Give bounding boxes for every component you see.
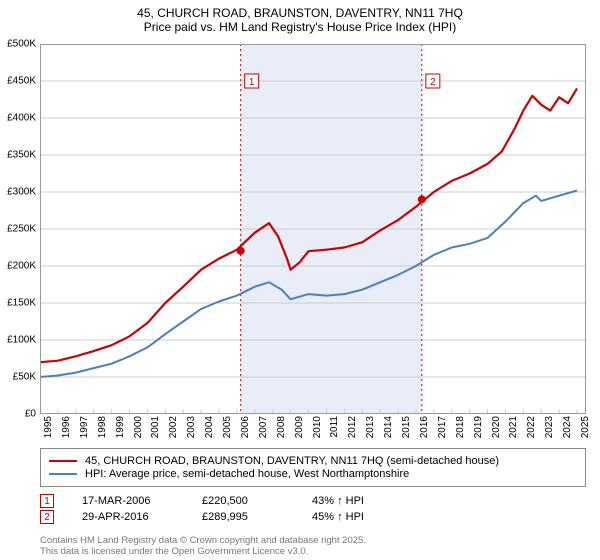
sale-marker-1: 1 [40,494,54,508]
y-tick-label: £100K [7,335,36,346]
x-tick-label: 2022 [526,416,537,438]
x-tick-label: 2023 [544,416,555,438]
x-tick-label: 2010 [312,416,323,438]
x-tick-label: 2016 [419,416,430,438]
x-tick-label: 2015 [401,416,412,438]
chart-container: 45, CHURCH ROAD, BRAUNSTON, DAVENTRY, NN… [0,0,600,560]
sales-table: 1 17-MAR-2006 £220,500 43% ↑ HPI 2 29-AP… [40,492,586,526]
chart-svg: 12 [40,44,586,414]
svg-text:1: 1 [249,77,255,88]
x-tick-label: 2014 [383,416,394,438]
x-tick-label: 2011 [329,416,340,438]
x-tick-label: 2019 [473,416,484,438]
y-tick-label: £50K [13,372,36,383]
x-tick-label: 1999 [115,416,126,438]
y-tick-label: £350K [7,150,36,161]
sale-row-2: 2 29-APR-2016 £289,995 45% ↑ HPI [40,510,586,524]
x-tick-label: 2020 [491,416,502,438]
legend-row-hpi: HPI: Average price, semi-detached house,… [49,468,577,480]
legend-row-price: 45, CHURCH ROAD, BRAUNSTON, DAVENTRY, NN… [49,455,577,467]
legend-label-hpi: HPI: Average price, semi-detached house,… [85,468,409,480]
x-tick-label: 2005 [222,416,233,438]
x-tick-label: 2003 [186,416,197,438]
x-tick-label: 2012 [347,416,358,438]
x-tick-label: 2009 [294,416,305,438]
x-tick-label: 2021 [508,416,519,438]
y-tick-label: £500K [7,39,36,50]
x-tick-label: 2007 [258,416,269,438]
x-tick-label: 2004 [204,416,215,438]
sale-1-price: £220,500 [202,495,312,507]
x-tick-label: 2017 [437,416,448,438]
x-tick-label: 2006 [240,416,251,438]
x-tick-label: 1997 [79,416,90,438]
x-tick-label: 2008 [276,416,287,438]
x-tick-label: 1998 [97,416,108,438]
x-tick-label: 2018 [455,416,466,438]
x-tick-label: 1996 [61,416,72,438]
y-tick-label: £0 [25,409,36,420]
sale-1-date: 17-MAR-2006 [82,495,202,507]
svg-text:2: 2 [430,77,436,88]
x-tick-label: 2001 [150,416,161,438]
y-tick-label: £450K [7,76,36,87]
sale-row-1: 1 17-MAR-2006 £220,500 43% ↑ HPI [40,494,586,508]
y-tick-label: £200K [7,261,36,272]
legend-swatch-price [49,460,77,462]
y-tick-label: £300K [7,187,36,198]
legend-label-price: 45, CHURCH ROAD, BRAUNSTON, DAVENTRY, NN… [85,455,499,467]
y-axis: £0£50K£100K£150K£200K£250K£300K£350K£400… [0,44,38,414]
sale-2-delta: 45% ↑ HPI [312,511,432,523]
y-tick-label: £150K [7,298,36,309]
y-tick-label: £400K [7,113,36,124]
x-axis: 1995 1996 1997 1998 1999 2000 2001 2002 2003 2004… [40,414,586,444]
title-subtitle: Price paid vs. HM Land Registry's House … [10,20,590,34]
x-tick-label: 1995 [43,416,54,438]
sale-1-delta: 43% ↑ HPI [312,495,432,507]
legend: 45, CHURCH ROAD, BRAUNSTON, DAVENTRY, NN… [40,448,586,487]
title-address: 45, CHURCH ROAD, BRAUNSTON, DAVENTRY, NN… [10,6,590,20]
x-tick-label: 2000 [133,416,144,438]
sale-2-date: 29-APR-2016 [82,511,202,523]
footer-attribution: Contains HM Land Registry data © Crown c… [40,536,366,558]
sale-marker-2-num: 2 [44,512,50,523]
x-tick-label: 2024 [562,416,573,438]
sale-2-price: £289,995 [202,511,312,523]
sale-marker-1-num: 1 [44,496,50,507]
title-block: 45, CHURCH ROAD, BRAUNSTON, DAVENTRY, NN… [0,0,600,38]
x-tick-label: 2025 [580,416,591,438]
sale-marker-2: 2 [40,510,54,524]
chart-area: 12 [40,44,586,414]
footer-line2: This data is licensed under the Open Gov… [40,547,366,558]
legend-swatch-hpi [49,473,77,475]
x-tick-label: 2002 [168,416,179,438]
y-tick-label: £250K [7,224,36,235]
x-tick-label: 2013 [365,416,376,438]
